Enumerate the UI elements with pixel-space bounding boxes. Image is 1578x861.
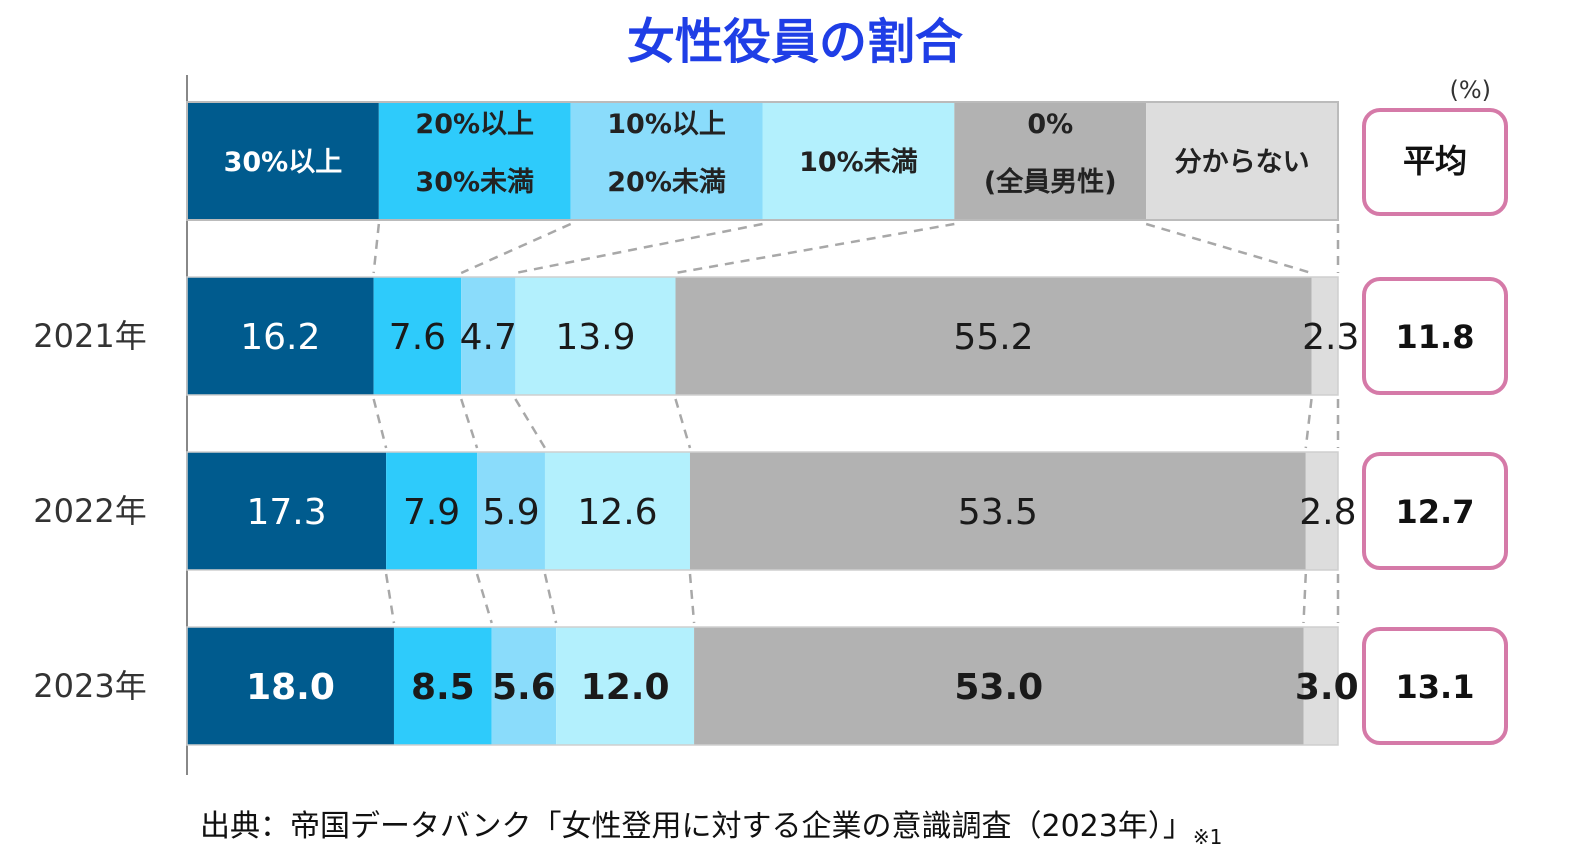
connector-line — [475, 573, 493, 624]
value-label: 53.0 — [954, 667, 1043, 708]
connector-line — [1304, 398, 1313, 449]
connector-lines — [372, 222, 1340, 624]
bar-segment — [675, 277, 1312, 395]
legend-cell-4 — [762, 102, 955, 220]
legend-cell-3 — [570, 102, 763, 220]
bar-segment — [373, 277, 462, 395]
legend-label: 10%以上 — [607, 109, 726, 140]
value-label: 5.6 — [492, 667, 556, 708]
value-label: 3.0 — [1295, 667, 1359, 708]
year-label: 2021年 — [33, 317, 146, 355]
legend-cell-5 — [954, 102, 1147, 220]
connector-line — [674, 398, 692, 449]
value-label: 2.8 — [1299, 492, 1356, 533]
connector-line — [1145, 222, 1312, 275]
value-label: 7.9 — [403, 492, 460, 533]
bar-segment — [187, 627, 394, 745]
value-label: 2.3 — [1302, 317, 1359, 358]
legend-cell-6 — [1146, 102, 1338, 220]
source-text: 出典：帝国データバンク「女性登用に対する企業の意識調査（2023年）」 — [200, 809, 1193, 844]
legend-label: 分からない — [1175, 147, 1310, 178]
average-value: 13.1 — [1396, 668, 1475, 706]
value-label: 5.9 — [482, 492, 539, 533]
value-label: 12.6 — [577, 492, 657, 533]
bar-frame — [186, 626, 1339, 746]
value-label: 53.5 — [958, 492, 1038, 533]
connector-line — [460, 398, 479, 449]
bar-segment — [477, 452, 545, 570]
average-header-box — [1362, 108, 1508, 216]
value-label: 18.0 — [246, 667, 335, 708]
connector-line — [372, 223, 381, 274]
legend-cell-1 — [187, 102, 379, 220]
connector-line — [384, 573, 396, 624]
average-value: 12.7 — [1396, 493, 1475, 531]
average-column: 平均 11.8 12.7 13.1 — [1362, 108, 1508, 745]
bar-segment — [1311, 277, 1338, 395]
bar-segment — [694, 627, 1304, 745]
legend-cell-2 — [378, 102, 571, 220]
bar-frame — [186, 276, 1339, 396]
connector-line — [688, 573, 696, 624]
legend-label: 0% — [1027, 109, 1073, 140]
average-value: 11.8 — [1396, 318, 1475, 356]
value-label: 16.2 — [240, 317, 320, 358]
legend-label: 10%未満 — [799, 147, 918, 178]
bar-segment — [491, 627, 557, 745]
bar-frame — [186, 451, 1339, 571]
bar-segment — [1305, 452, 1338, 570]
year-label: 2023年 — [33, 667, 146, 705]
bar-segment — [544, 452, 690, 570]
year-label: 2022年 — [33, 492, 146, 530]
average-header: 平均 — [1403, 142, 1467, 180]
value-label: 8.5 — [411, 667, 475, 708]
legend-label: 20%未満 — [607, 167, 726, 198]
source-citation: 出典：帝国データバンク「女性登用に対する企業の意識調査（2023年）」※1 — [200, 809, 1222, 849]
value-label: 7.6 — [389, 317, 446, 358]
connector-line — [1302, 573, 1308, 624]
bar-segment — [689, 452, 1306, 570]
legend-header: 30%以上 20%以上 30%未満 10%以上 20%未満 10%未満 0% (全員男性) 分か… — [186, 101, 1339, 221]
bar-segment — [393, 627, 492, 745]
chart-title: 女性役員の割合 — [627, 14, 963, 70]
legend-label: 20%以上 — [415, 109, 534, 140]
bar-segment — [461, 277, 516, 395]
average-box — [1362, 627, 1508, 745]
connector-line — [515, 222, 763, 275]
value-label: 12.0 — [581, 667, 670, 708]
connector-line — [543, 573, 558, 624]
bar-segment — [1303, 627, 1338, 745]
bars: 2021年 16.2 7.6 4.7 13.9 55.2 2.3 2022年 17.3 7.9 5.… — [33, 276, 1359, 746]
value-label: 13.9 — [555, 317, 635, 358]
bar-segment — [386, 452, 478, 570]
average-box — [1362, 277, 1508, 395]
connector-line — [372, 398, 388, 449]
legend-frame — [186, 101, 1339, 221]
bar-segment — [556, 627, 695, 745]
value-label: 55.2 — [953, 317, 1033, 358]
legend-label: 30%以上 — [224, 147, 343, 178]
source-note: ※1 — [1193, 825, 1222, 849]
connector-line — [675, 222, 955, 275]
value-label: 17.3 — [246, 492, 326, 533]
value-label: 4.7 — [460, 317, 517, 358]
average-box — [1362, 452, 1508, 570]
bar-segment — [515, 277, 676, 395]
bar-segment — [187, 277, 374, 395]
unit-label: (%) — [1449, 76, 1491, 104]
legend-label: 30%未満 — [415, 167, 534, 198]
connector-line — [514, 398, 547, 449]
connector-line — [460, 222, 572, 275]
bar-segment — [187, 452, 387, 570]
legend-label: (全員男性) — [984, 166, 1117, 198]
